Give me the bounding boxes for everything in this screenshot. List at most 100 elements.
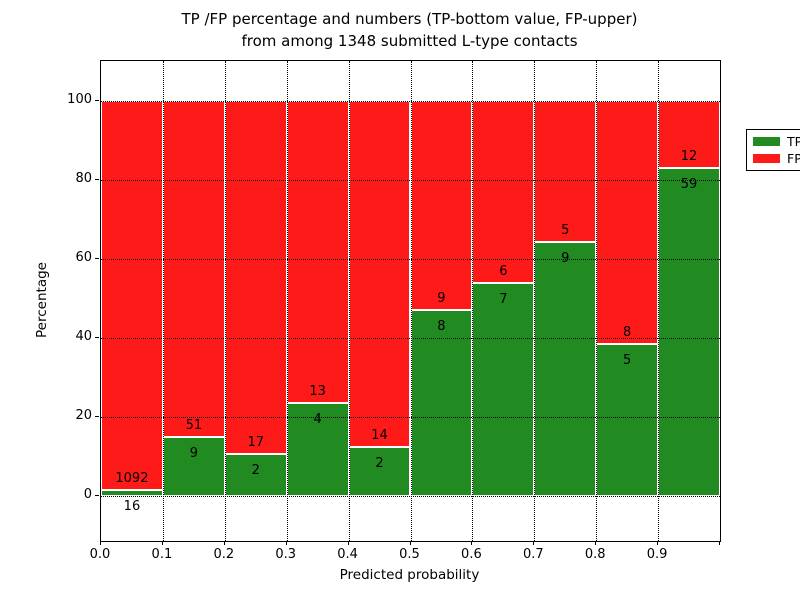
y-tick-mark-5 [95, 100, 99, 101]
x-tick-mark-10 [719, 541, 720, 545]
tp-swatch [753, 137, 780, 146]
fp-count-label-0: 1092 [115, 471, 149, 487]
tp-count-label-1: 9 [189, 445, 198, 461]
x-tick-label-4: 0.4 [337, 547, 358, 562]
x-tick-mark-3 [285, 541, 287, 545]
y-tick-label-0: 0 [83, 487, 92, 502]
x-tick-mark-7 [533, 541, 535, 545]
x-tick-label-6: 0.6 [461, 547, 482, 562]
bar-segment-fp-2 [224, 101, 287, 455]
bar-segment-fp-6 [472, 101, 535, 284]
x-tick-mark-4 [347, 541, 349, 545]
legend: TP FP [746, 129, 800, 171]
x-tick-label-1: 0.1 [151, 547, 173, 562]
fp-count-label-9: 12 [680, 148, 698, 164]
fp-swatch [753, 154, 780, 163]
x-tick-mark-1 [161, 541, 163, 545]
fp-count-label-5: 9 [437, 291, 446, 307]
bar-segment-fp-7 [534, 101, 597, 243]
fp-count-label-2: 17 [247, 435, 265, 451]
gridline-x-3 [286, 61, 288, 541]
bar-segment-fp-9 [658, 101, 720, 168]
gridline-y-0 [101, 496, 720, 497]
fp-count-label-7: 5 [561, 223, 570, 239]
gridline-y-100 [101, 101, 720, 102]
y-tick-mark-3 [95, 258, 99, 259]
fp-count-label-6: 6 [499, 264, 508, 280]
chart-title-line1: TP /FP percentage and numbers (TP-bottom… [181, 10, 638, 28]
tp-count-label-8: 5 [622, 353, 632, 369]
x-tick-mark-8 [595, 541, 597, 545]
y-axis-title: Percentage [34, 262, 50, 338]
tp-count-label-3: 4 [313, 412, 322, 428]
fp-count-label-4: 14 [371, 427, 388, 443]
gridline-x-9 [658, 61, 660, 541]
x-tick-label-5: 0.5 [399, 547, 420, 562]
y-tick-label-2: 40 [75, 329, 92, 344]
gridline-x-5 [410, 61, 412, 541]
x-tick-label-3: 0.3 [275, 547, 297, 562]
bar-segment-fp-8 [596, 101, 659, 345]
chart-title-line2: from among 1348 submitted L-type contact… [241, 32, 578, 50]
legend-row-fp: FP [753, 152, 800, 165]
x-tick-mark-6 [471, 541, 473, 545]
x-axis-title: Predicted probability [339, 567, 480, 583]
y-tick-label-4: 80 [75, 171, 92, 186]
gridline-y-20 [101, 417, 720, 418]
bar-segment-fp-1 [162, 101, 225, 437]
y-tick-mark-2 [95, 337, 99, 338]
bar-segment-tp-8 [596, 344, 659, 496]
y-tick-label-5: 100 [67, 92, 92, 107]
y-tick-mark-1 [95, 416, 99, 417]
x-tick-mark-9 [657, 541, 659, 545]
gridline-y-40 [101, 338, 720, 339]
x-tick-label-8: 0.8 [584, 547, 606, 562]
x-tick-label-0: 0.0 [89, 547, 111, 562]
bar-segment-tp-2 [224, 454, 287, 496]
bar-segment-tp-3 [286, 403, 349, 496]
x-tick-label-2: 0.2 [213, 547, 235, 562]
plot-area: 1092 16 51 9 17 2 13 4 14 2 9 8 6 7 5 9 8 5 12 59 TP FP [100, 60, 800, 542]
bar-segment-tp-0 [101, 490, 163, 496]
tp-count-label-9: 59 [680, 176, 698, 192]
tp-count-label-5: 8 [437, 319, 446, 335]
tp-count-label-0: 16 [123, 499, 141, 515]
y-tick-label-1: 20 [75, 408, 92, 423]
gridline-x-4 [348, 61, 350, 541]
x-tick-label-9: 0.9 [646, 547, 668, 562]
gridline-y-60 [101, 259, 720, 260]
legend-label-tp: TP [787, 134, 800, 149]
gridline-y-80 [101, 180, 720, 181]
bar-segment-fp-4 [348, 101, 411, 447]
y-tick-label-3: 60 [75, 250, 92, 265]
fp-count-label-1: 51 [185, 417, 203, 433]
tp-count-label-7: 9 [561, 251, 570, 267]
fp-count-label-8: 8 [622, 325, 632, 341]
gridline-x-2 [224, 61, 226, 541]
bar-segment-tp-6 [472, 283, 535, 496]
legend-label-fp: FP [787, 151, 800, 166]
x-tick-mark-5 [409, 541, 411, 545]
bar-segment-fp-3 [286, 101, 349, 404]
bar-segment-fp-0 [101, 101, 163, 491]
y-tick-mark-4 [95, 179, 99, 180]
tp-count-label-4: 2 [375, 455, 384, 471]
gridline-x-7 [534, 61, 536, 541]
legend-row-tp: TP [753, 135, 800, 148]
chart-title: TP /FP percentage and numbers (TP-bottom… [100, 8, 719, 52]
tp-count-label-6: 7 [499, 292, 508, 308]
gridline-x-6 [472, 61, 474, 541]
y-tick-mark-0 [95, 495, 99, 496]
bar-segment-fp-5 [410, 101, 473, 311]
x-tick-mark-0 [100, 541, 101, 545]
bar-segment-tp-4 [348, 446, 411, 496]
gridline-x-1 [162, 61, 164, 541]
x-tick-mark-2 [223, 541, 225, 545]
bar-segment-tp-9 [658, 167, 720, 496]
tp-count-label-2: 2 [251, 463, 260, 479]
fp-count-label-3: 13 [309, 384, 326, 400]
gridline-x-8 [596, 61, 598, 541]
x-tick-label-7: 0.7 [522, 547, 544, 562]
bar-segment-tp-7 [534, 242, 597, 496]
